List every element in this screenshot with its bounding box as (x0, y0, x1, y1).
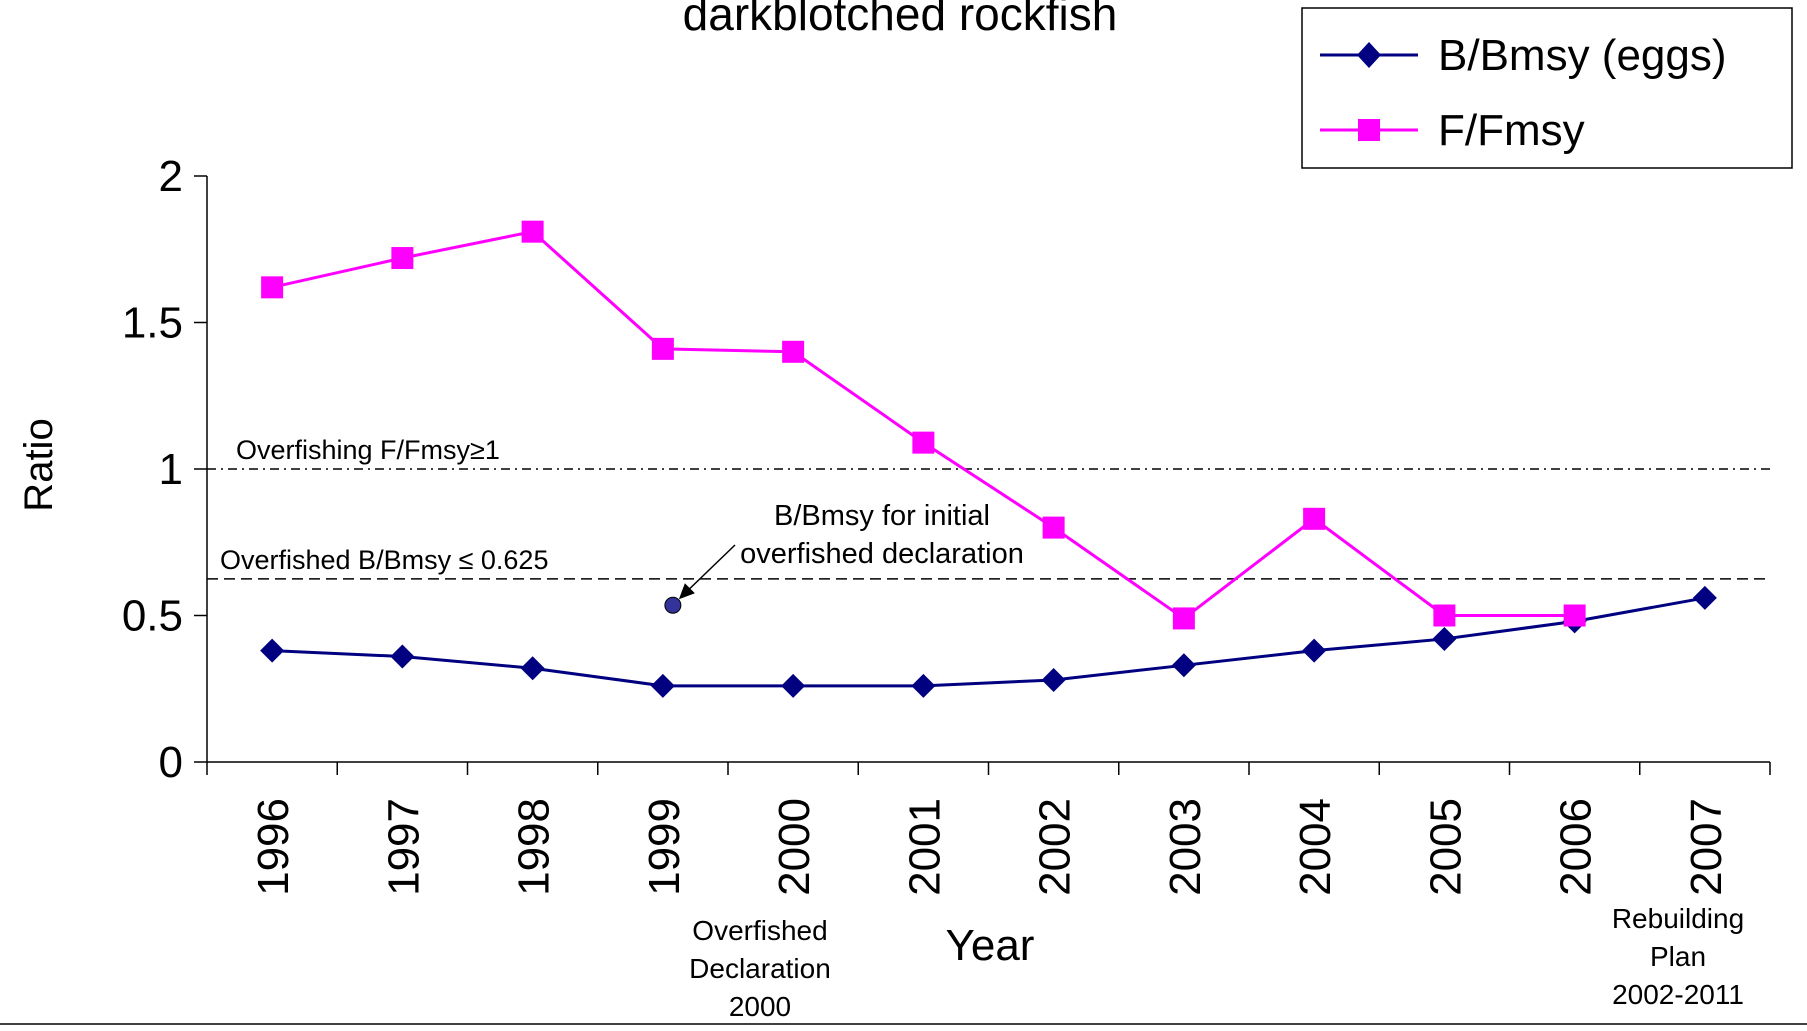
y-tick-label: 1.5 (122, 299, 183, 348)
x-tick-label: 2006 (1552, 798, 1601, 896)
initial-point-label: overfished declaration (740, 538, 1024, 570)
y-tick-label: 2 (159, 152, 183, 201)
annotation-label: 2002-2011 (1612, 979, 1744, 1010)
f-fmsy-point (651, 337, 674, 360)
f-fmsy-point (391, 247, 414, 270)
f-fmsy-point (912, 431, 935, 454)
annotation-label: Overfished (692, 915, 827, 946)
y-tick-label: 1 (159, 445, 183, 494)
b-bmsy-point (390, 644, 415, 669)
b-bmsy-point (1692, 585, 1717, 610)
x-tick-label: 2004 (1291, 798, 1340, 896)
initial-point-label: B/Bmsy for initial (774, 500, 990, 532)
legend-marker-b-bmsy (1357, 42, 1381, 68)
reference-line-label: Overfishing F/Fmsy≥1 (236, 435, 500, 465)
annotation-label: Rebuilding (1612, 903, 1744, 934)
y-tick-label: 0 (159, 738, 183, 787)
legend: B/Bmsy (eggs) F/Fmsy (1301, 7, 1793, 169)
b-bmsy-point (1432, 626, 1457, 651)
b-bmsy-point (520, 656, 545, 681)
legend-box (1301, 7, 1793, 169)
f-fmsy-point (782, 340, 805, 363)
x-tick-label: 1999 (640, 798, 689, 896)
f-fmsy-point (521, 220, 544, 243)
x-tick-label: 2001 (900, 798, 949, 896)
initial-point-arrow (682, 544, 736, 596)
x-tick-label: 1996 (249, 798, 298, 896)
legend-label-b-bmsy: B/Bmsy (eggs) (1438, 31, 1727, 80)
f-fmsy-point (1303, 507, 1326, 530)
b-bmsy-point (1041, 667, 1066, 692)
y-axis-label: Ratio (17, 418, 61, 511)
b-bmsy-point (650, 673, 675, 698)
f-fmsy-point (1433, 604, 1456, 627)
f-fmsy-point (1172, 607, 1195, 630)
x-tick-label: 2000 (770, 798, 819, 896)
y-tick-label: 0.5 (122, 592, 183, 641)
legend-marker-f-fmsy (1358, 119, 1380, 141)
x-tick-label: 1997 (379, 798, 428, 896)
f-fmsy-point (1563, 604, 1586, 627)
annotation-label: Plan (1650, 941, 1706, 972)
x-tick-label: 1998 (510, 798, 559, 896)
b-bmsy-point (1171, 653, 1196, 678)
legend-label-f-fmsy: F/Fmsy (1438, 106, 1585, 155)
plot-area: 0 0.5 1 1.5 2 1996 1997 1998 1999 2000 2001 2002 200… (122, 152, 1771, 1022)
series-line-b-bmsy (272, 596, 1706, 688)
annotation-label: Declaration (689, 953, 831, 984)
initial-point (664, 596, 682, 614)
f-fmsy-point (261, 276, 284, 299)
x-tick-label: 2005 (1421, 798, 1470, 896)
b-bmsy-point (1302, 638, 1327, 663)
b-bmsy-point (781, 673, 806, 698)
f-fmsy-point (1042, 516, 1065, 539)
x-tick-label: 2002 (1031, 798, 1080, 896)
chart-title: darkblotched rockfish (683, 0, 1118, 40)
x-axis-label: Year (946, 921, 1035, 970)
annotation-label: 2000 (729, 991, 791, 1022)
reference-line-label: Overfished B/Bmsy ≤ 0.625 (220, 545, 548, 575)
initial-point-arrowhead (678, 583, 695, 600)
x-tick-label: 2003 (1161, 798, 1210, 896)
b-bmsy-point (260, 638, 285, 663)
x-tick-label: 2007 (1682, 798, 1731, 896)
b-bmsy-point (911, 673, 936, 698)
